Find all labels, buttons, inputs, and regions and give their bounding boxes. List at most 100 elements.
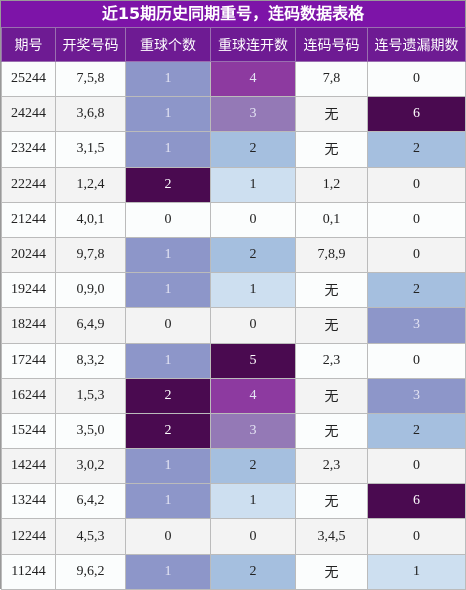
table-cell: 1 <box>125 483 211 520</box>
table-cell: 1 <box>210 166 296 203</box>
table-cell: 24244 <box>1 96 56 133</box>
table-cell: 11244 <box>1 553 56 590</box>
table-cell: 2 <box>210 448 296 485</box>
table-cell: 6,4,2 <box>55 483 126 520</box>
column-header: 连号遗漏期数 <box>367 27 466 62</box>
table-cell: 0 <box>125 518 211 555</box>
table-cell: 1,2 <box>295 166 368 203</box>
table-row: 18244 6,4,9 0 0 无 3 <box>1 307 466 344</box>
table-cell: 1,5,3 <box>55 377 126 414</box>
table-cell: 3 <box>210 412 296 450</box>
table-cell: 4 <box>210 60 296 98</box>
table-cell: 1 <box>367 553 466 590</box>
table-cell: 0 <box>125 201 211 238</box>
table-cell: 3,0,2 <box>55 448 126 485</box>
table-cell: 0 <box>125 307 211 344</box>
table-cell: 4 <box>210 377 296 414</box>
table-row: 22244 1,2,4 2 1 1,2 0 <box>1 166 466 203</box>
table-cell: 18244 <box>1 307 56 344</box>
column-header: 重球个数 <box>125 27 211 62</box>
table-cell: 无 <box>295 483 368 520</box>
table-cell: 1 <box>125 553 211 590</box>
table-cell: 6 <box>367 96 466 133</box>
table-cell: 3 <box>367 377 466 414</box>
table-row: 19244 0,9,0 1 1 无 2 <box>1 272 466 309</box>
table-cell: 7,8,9 <box>295 236 368 274</box>
table-cell: 0,1 <box>295 201 368 238</box>
table-row: 15244 3,5,0 2 3 无 2 <box>1 412 466 450</box>
table-row: 25244 7,5,8 1 4 7,8 0 <box>1 60 466 98</box>
table-cell: 13244 <box>1 483 56 520</box>
table-cell: 无 <box>295 377 368 414</box>
table-cell: 2 <box>210 236 296 274</box>
table-cell: 25244 <box>1 60 56 98</box>
table-cell: 15244 <box>1 412 56 450</box>
table-cell: 22244 <box>1 166 56 203</box>
table-cell: 1 <box>125 60 211 98</box>
table-cell: 2 <box>367 272 466 309</box>
table-cell: 4,5,3 <box>55 518 126 555</box>
table-cell: 无 <box>295 96 368 133</box>
table-cell: 3,4,5 <box>295 518 368 555</box>
table-cell: 2 <box>125 412 211 450</box>
table-cell: 0 <box>367 518 466 555</box>
table-cell: 0 <box>210 201 296 238</box>
table-cell: 2 <box>367 412 466 450</box>
table-cell: 无 <box>295 412 368 450</box>
table-row: 23244 3,1,5 1 2 无 2 <box>1 131 466 168</box>
table-cell: 3 <box>210 96 296 133</box>
table-cell: 0 <box>367 448 466 485</box>
table-cell: 0,9,0 <box>55 272 126 309</box>
table-cell: 1 <box>125 272 211 309</box>
table-cell: 1 <box>125 448 211 485</box>
table-cell: 6,4,9 <box>55 307 126 344</box>
table-row: 12244 4,5,3 0 0 3,4,5 0 <box>1 518 466 555</box>
table-cell: 0 <box>210 518 296 555</box>
table-cell: 3 <box>367 307 466 344</box>
table-cell: 1 <box>125 342 211 379</box>
table-cell: 0 <box>367 166 466 203</box>
table-row: 20244 9,7,8 1 2 7,8,9 0 <box>1 236 466 274</box>
table-cell: 0 <box>210 307 296 344</box>
table-cell: 14244 <box>1 448 56 485</box>
table-row: 16244 1,5,3 2 4 无 3 <box>1 377 466 414</box>
table-cell: 1,2,4 <box>55 166 126 203</box>
table-cell: 9,7,8 <box>55 236 126 274</box>
table-cell: 无 <box>295 307 368 344</box>
table-cell: 2 <box>125 377 211 414</box>
column-header: 开奖号码 <box>55 27 126 62</box>
table-cell: 无 <box>295 272 368 309</box>
table-cell: 2,3 <box>295 448 368 485</box>
table-cell: 20244 <box>1 236 56 274</box>
table-cell: 1 <box>210 483 296 520</box>
table-cell: 23244 <box>1 131 56 168</box>
data-table: 期号 开奖号码 重球个数 重球连开数 连码号码 连号遗漏期数 25244 7,5,8 1 4 7,… <box>1 27 466 590</box>
table-row: 11244 9,6,2 1 2 无 1 <box>1 553 466 590</box>
table-cell: 0 <box>367 201 466 238</box>
table-cell: 2 <box>367 131 466 168</box>
table-cell: 3,5,0 <box>55 412 126 450</box>
table-cell: 1 <box>125 131 211 168</box>
table-cell: 3,1,5 <box>55 131 126 168</box>
column-header: 期号 <box>1 27 56 62</box>
table-cell: 1 <box>125 96 211 133</box>
table-cell: 8,3,2 <box>55 342 126 379</box>
table-cell: 19244 <box>1 272 56 309</box>
table-cell: 2 <box>210 553 296 590</box>
table-row: 14244 3,0,2 1 2 2,3 0 <box>1 448 466 485</box>
table-cell: 3,6,8 <box>55 96 126 133</box>
table-cell: 2 <box>125 166 211 203</box>
table-cell: 0 <box>367 236 466 274</box>
table-cell: 无 <box>295 553 368 590</box>
table-cell: 16244 <box>1 377 56 414</box>
table-cell: 7,8 <box>295 60 368 98</box>
table-cell: 2,3 <box>295 342 368 379</box>
table-cell: 7,5,8 <box>55 60 126 98</box>
title: 近15期历史同期重号，连码数据表格 <box>1 1 465 27</box>
table-cell: 5 <box>210 342 296 379</box>
table-cell: 0 <box>367 60 466 98</box>
table-row: 24244 3,6,8 1 3 无 6 <box>1 96 466 133</box>
table-row: 21244 4,0,1 0 0 0,1 0 <box>1 201 466 238</box>
table-cell: 1 <box>210 272 296 309</box>
